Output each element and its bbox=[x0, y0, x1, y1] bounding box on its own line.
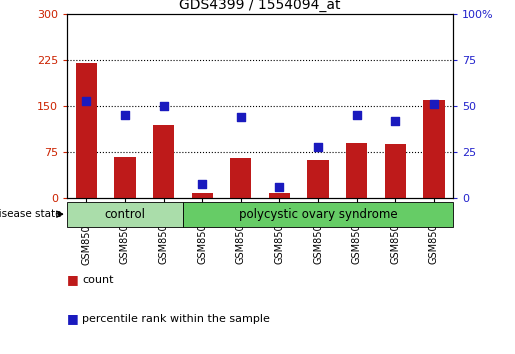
Bar bbox=[307, 160, 329, 198]
Text: ■: ■ bbox=[67, 273, 79, 286]
Point bbox=[314, 144, 322, 149]
Bar bbox=[153, 125, 174, 198]
Bar bbox=[192, 193, 213, 198]
Text: percentile rank within the sample: percentile rank within the sample bbox=[82, 314, 270, 324]
Bar bbox=[385, 144, 406, 198]
Point bbox=[430, 102, 438, 107]
Bar bbox=[346, 143, 367, 198]
Text: ■: ■ bbox=[67, 312, 79, 325]
Point bbox=[352, 113, 360, 118]
Bar bbox=[114, 156, 135, 198]
Bar bbox=[230, 158, 251, 198]
Point bbox=[121, 113, 129, 118]
Point bbox=[198, 181, 206, 186]
Title: GDS4399 / 1554094_at: GDS4399 / 1554094_at bbox=[179, 0, 341, 12]
Point bbox=[82, 98, 91, 103]
Point bbox=[159, 103, 167, 109]
Point bbox=[391, 118, 400, 124]
Text: polycystic ovary syndrome: polycystic ovary syndrome bbox=[238, 208, 398, 221]
Text: count: count bbox=[82, 275, 114, 285]
Point bbox=[236, 114, 245, 120]
Bar bbox=[183, 202, 453, 227]
Bar bbox=[423, 100, 444, 198]
Text: control: control bbox=[105, 208, 145, 221]
Text: disease state: disease state bbox=[0, 209, 62, 219]
Point bbox=[275, 184, 283, 190]
Bar bbox=[269, 193, 290, 198]
Bar bbox=[76, 63, 97, 198]
Bar bbox=[67, 202, 183, 227]
